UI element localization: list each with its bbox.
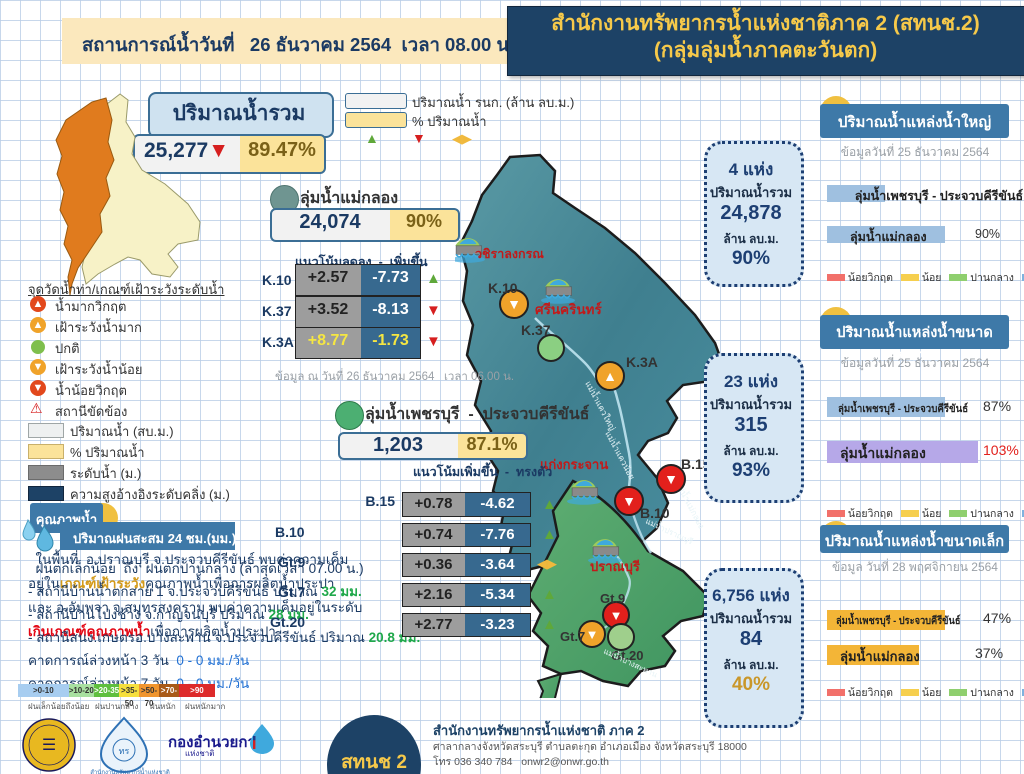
svg-text:K.10: K.10	[488, 280, 518, 296]
svg-text:ศรีนครินทร์: ศรีนครินทร์	[535, 301, 602, 317]
svg-text:▲: ▲	[603, 368, 617, 384]
svg-text:ทร: ทร	[119, 746, 130, 756]
svg-text:▼: ▼	[507, 296, 521, 312]
svg-text:วชิราลงกรณ: วชิราลงกรณ	[475, 247, 544, 261]
svg-text:▼: ▼	[664, 471, 678, 487]
svg-text:B.10: B.10	[640, 505, 670, 521]
svg-text:▼: ▼	[622, 493, 636, 509]
svg-text:☰: ☰	[42, 737, 56, 754]
svg-text:K.3A: K.3A	[626, 354, 658, 370]
svg-text:K.37: K.37	[521, 322, 551, 338]
